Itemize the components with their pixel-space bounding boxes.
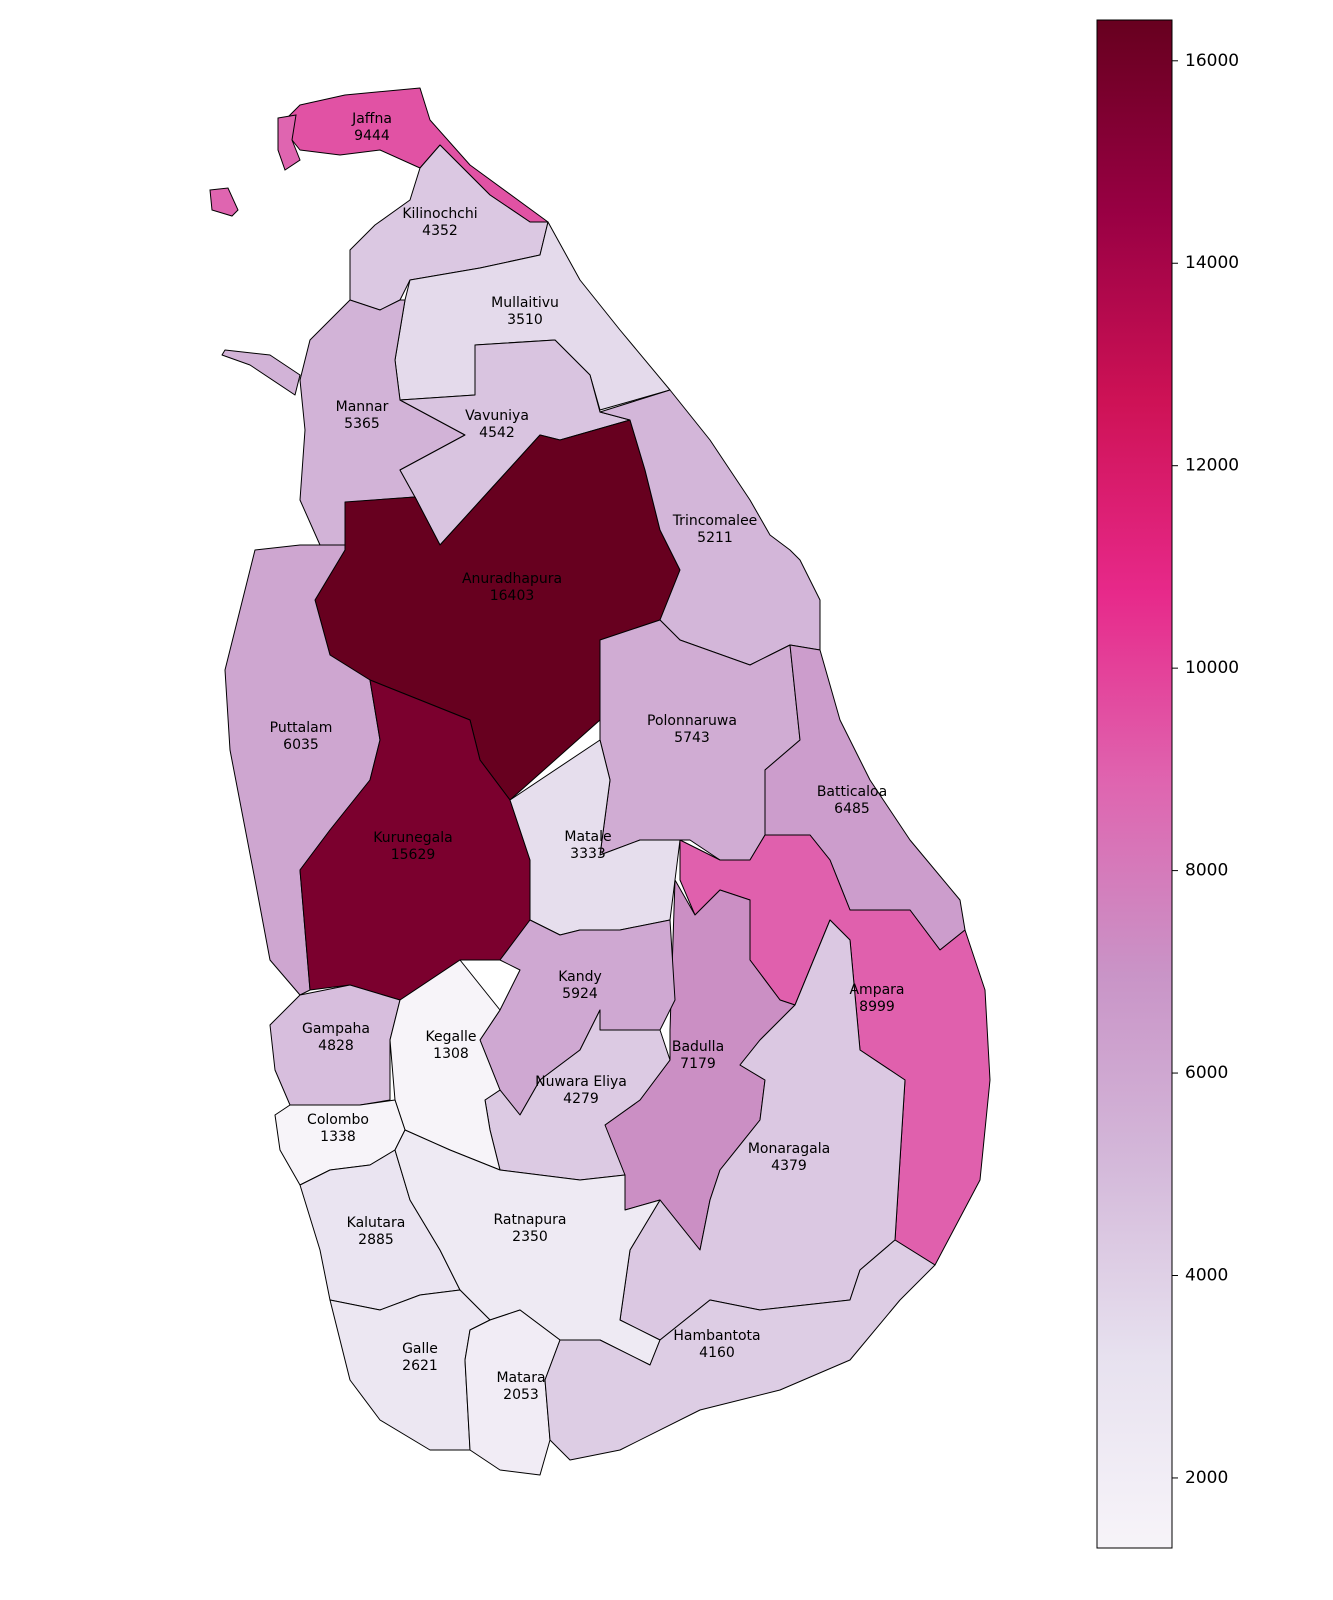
- district-name: Puttalam: [270, 720, 333, 736]
- district-name: Hambantota: [673, 1328, 760, 1344]
- district-name: Matara: [496, 1370, 545, 1386]
- district-name: Kalutara: [347, 1215, 406, 1231]
- colorbar: [1096, 19, 1173, 1549]
- district-name: Kilinochchi: [402, 206, 477, 222]
- district-name: Mullaitivu: [491, 295, 559, 311]
- districts: [221, 87, 991, 1476]
- island: [277, 114, 301, 171]
- colorbar-ticks: 2000 4000 6000 8000 10000 12000 14000 16000: [1172, 51, 1239, 1488]
- district-value: 3333: [570, 846, 606, 862]
- district-name: Colombo: [307, 1112, 369, 1128]
- district: [544, 1239, 936, 1461]
- colorbar-tick-label: 16000: [1185, 51, 1239, 71]
- district-name: Monaragala: [748, 1141, 830, 1157]
- district-value: 6485: [834, 801, 870, 817]
- district-value: 4828: [318, 1038, 354, 1054]
- district-name: Badulla: [672, 1039, 724, 1055]
- district-value: 2621: [402, 1358, 438, 1374]
- district-name: Mannar: [336, 399, 389, 415]
- district-value: 4379: [771, 1158, 807, 1174]
- district-name: Batticaloa: [817, 784, 887, 800]
- district-value: 6035: [283, 737, 319, 753]
- district-name: Ratnapura: [493, 1212, 566, 1228]
- island: [209, 187, 239, 217]
- district-name: Nuwara Eliya: [535, 1074, 627, 1090]
- district-name: Galle: [402, 1341, 438, 1357]
- colorbar-tick-label: 10000: [1185, 658, 1239, 678]
- district-value: 3510: [507, 312, 543, 328]
- district-value: 4542: [479, 425, 515, 441]
- colorbar-tick-label: 8000: [1185, 861, 1228, 881]
- colorbar-tick-label: 4000: [1185, 1266, 1228, 1286]
- district-value: 1338: [320, 1129, 356, 1145]
- district-value: 5924: [562, 986, 598, 1002]
- district-name: Vavuniya: [465, 408, 529, 424]
- district-name: Matale: [564, 829, 611, 845]
- colorbar-tick-label: 14000: [1185, 253, 1239, 273]
- district-value: 5743: [674, 730, 710, 746]
- district-name: Anuradhapura: [462, 571, 562, 587]
- district-value: 2053: [503, 1387, 539, 1403]
- district-name: Jaffna: [351, 111, 392, 127]
- district: [269, 984, 401, 1106]
- district-value: 4279: [563, 1091, 599, 1107]
- district-value: 15629: [391, 847, 436, 863]
- district-name: Kegalle: [426, 1029, 477, 1045]
- district-name: Polonnaruwa: [647, 713, 737, 729]
- district-name: Ampara: [849, 982, 904, 998]
- colorbar-tick-label: 6000: [1185, 1063, 1228, 1083]
- district-value: 4160: [699, 1345, 735, 1361]
- district-value: 7179: [680, 1056, 716, 1072]
- district-value: 2350: [512, 1229, 548, 1245]
- district-value: 8999: [859, 999, 895, 1015]
- district-value: 5211: [697, 530, 733, 546]
- district-name: Kandy: [558, 969, 602, 985]
- colorbar-tick-label: 2000: [1185, 1468, 1228, 1488]
- district-value: 4352: [422, 223, 458, 239]
- district-name: Kurunegala: [373, 830, 452, 846]
- district-name: Trincomalee: [672, 513, 758, 529]
- district-name: Gampaha: [302, 1021, 370, 1037]
- colorbar-tick-label: 12000: [1185, 456, 1239, 476]
- district-value: 2885: [358, 1232, 394, 1248]
- district-value: 1308: [433, 1046, 469, 1062]
- district-value: 5365: [344, 416, 380, 432]
- district-value: 9444: [354, 128, 390, 144]
- district-value: 16403: [490, 588, 535, 604]
